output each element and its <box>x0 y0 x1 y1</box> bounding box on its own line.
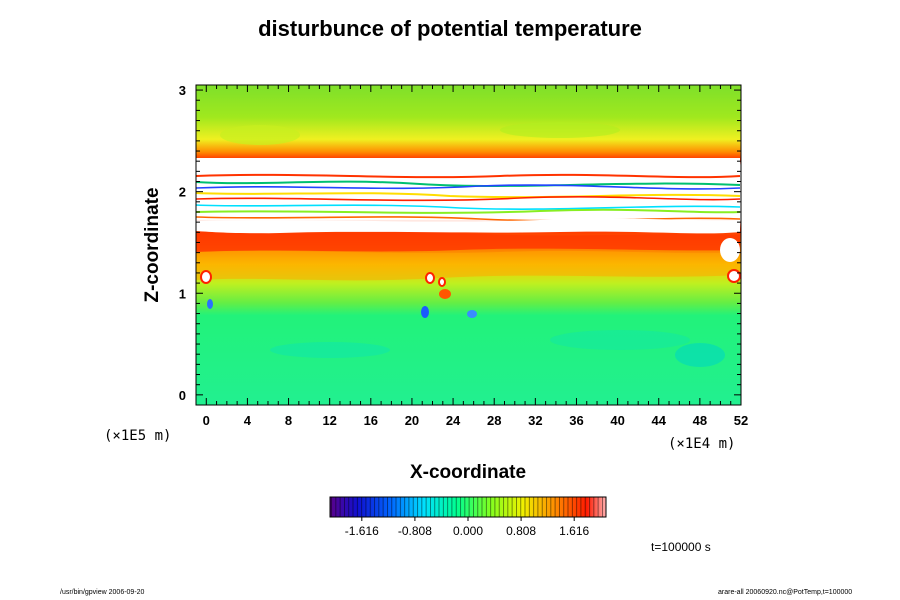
x-tick-label: 28 <box>487 413 501 428</box>
y-tick-label: 3 <box>179 83 186 98</box>
y-tick-label: 0 <box>179 388 186 403</box>
colorbar-tick-label: -1.616 <box>345 524 379 538</box>
chart-title: disturbunce of potential temperature <box>258 16 642 41</box>
x-tick-label: 0 <box>203 413 210 428</box>
x-tick-label: 20 <box>405 413 419 428</box>
time-label: t=100000 s <box>651 540 711 554</box>
heatmap-field <box>196 85 741 405</box>
y-unit-label: (×1E5 m) <box>104 428 171 444</box>
y-tick-label: 1 <box>179 286 186 301</box>
footer-left: /usr/bin/gpview 2006-09-20 <box>60 589 145 596</box>
colorbar-tick-label: -0.808 <box>398 524 432 538</box>
x-tick-label: 44 <box>652 413 667 428</box>
plume-cluster <box>200 238 741 318</box>
colorbar-tick-label: 0.808 <box>506 524 536 538</box>
colorbar-tick-label: 0.000 <box>453 524 483 538</box>
x-axis-title: X-coordinate <box>410 462 526 483</box>
x-tick-label: 4 <box>244 413 252 428</box>
x-axis: 0 4 8 12 16 20 24 28 32 36 40 44 48 52 <box>195 85 748 428</box>
x-tick-label: 36 <box>569 413 583 428</box>
y-axis: 0 1 2 3 <box>179 83 741 406</box>
footer-right: arare-all 20060920.nc@PotTemp,t=100000 <box>718 589 853 596</box>
y-axis-title: Z-coordinate <box>142 187 163 302</box>
colorbar: -1.616 -0.808 0.000 0.808 1.616 <box>329 496 607 538</box>
x-tick-label: 48 <box>693 413 707 428</box>
colorbar-tick-label: 1.616 <box>559 524 589 538</box>
x-tick-label: 8 <box>285 413 292 428</box>
plot-frame <box>195 84 742 406</box>
colorbar-ticks: -1.616 -0.808 0.000 0.808 1.616 <box>345 517 590 538</box>
x-unit-label: (×1E4 m) <box>668 436 735 452</box>
x-tick-label: 12 <box>322 413 336 428</box>
x-tick-label: 32 <box>528 413 542 428</box>
x-tick-label: 16 <box>364 413 378 428</box>
y-tick-label: 2 <box>179 185 186 200</box>
x-tick-label: 52 <box>734 413 748 428</box>
x-tick-label: 24 <box>446 413 461 428</box>
x-tick-label: 40 <box>610 413 624 428</box>
